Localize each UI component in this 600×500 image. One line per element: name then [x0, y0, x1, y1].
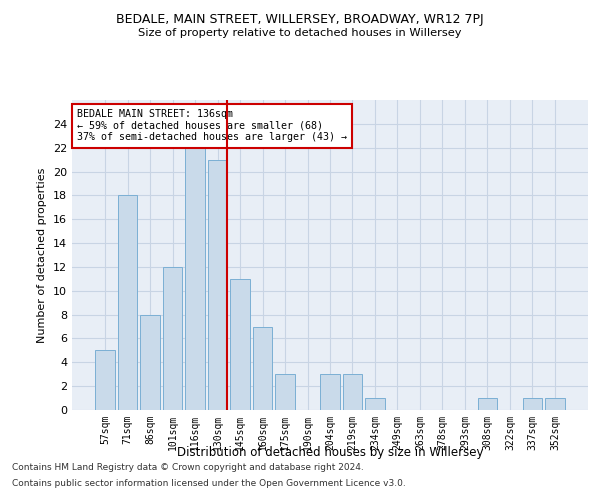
Bar	[140, 314, 160, 410]
Text: BEDALE, MAIN STREET, WILLERSEY, BROADWAY, WR12 7PJ: BEDALE, MAIN STREET, WILLERSEY, BROADWAY…	[116, 12, 484, 26]
Bar	[523, 398, 542, 410]
Bar	[365, 398, 385, 410]
Bar	[343, 374, 362, 410]
Text: Distribution of detached houses by size in Willersey: Distribution of detached houses by size …	[177, 446, 483, 459]
Bar	[545, 398, 565, 410]
Text: BEDALE MAIN STREET: 136sqm
← 59% of detached houses are smaller (68)
37% of semi: BEDALE MAIN STREET: 136sqm ← 59% of deta…	[77, 110, 347, 142]
Bar	[275, 374, 295, 410]
Text: Contains HM Land Registry data © Crown copyright and database right 2024.: Contains HM Land Registry data © Crown c…	[12, 464, 364, 472]
Bar	[253, 326, 272, 410]
Bar	[95, 350, 115, 410]
Bar	[478, 398, 497, 410]
Bar	[118, 196, 137, 410]
Text: Contains public sector information licensed under the Open Government Licence v3: Contains public sector information licen…	[12, 478, 406, 488]
Bar	[208, 160, 227, 410]
Text: Size of property relative to detached houses in Willersey: Size of property relative to detached ho…	[138, 28, 462, 38]
Bar	[230, 279, 250, 410]
Bar	[320, 374, 340, 410]
Bar	[185, 148, 205, 410]
Y-axis label: Number of detached properties: Number of detached properties	[37, 168, 47, 342]
Bar	[163, 267, 182, 410]
